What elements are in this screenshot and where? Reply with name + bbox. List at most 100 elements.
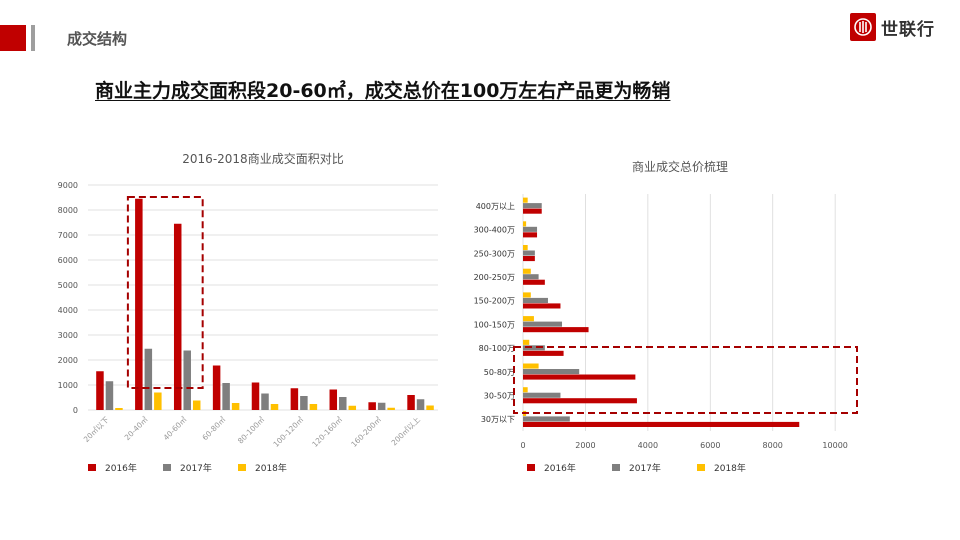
brand-logo: 世联行 (850, 13, 935, 41)
bar (523, 203, 542, 209)
y-tick-label: 8000 (58, 206, 78, 215)
section-title: 成交结构 (67, 30, 128, 48)
x-tick-label: 4000 (638, 441, 658, 450)
total-price-chart: 商业成交总价梳理 0 2000 4000 6000 8000 10000 400万以上 300-… (474, 159, 858, 474)
bar (212, 365, 221, 410)
bar (523, 416, 570, 422)
y-tick-label: 7000 (58, 231, 78, 240)
bar (144, 348, 153, 410)
bar (387, 407, 395, 410)
bar (523, 226, 538, 232)
bar (523, 387, 528, 393)
bar (377, 402, 386, 410)
bar (300, 396, 308, 410)
logo-text: 世联行 (881, 19, 935, 40)
bar (309, 404, 318, 410)
bar (523, 369, 580, 375)
y-tick-label: 100-150万 (474, 320, 515, 329)
bar (523, 350, 564, 356)
bar (523, 327, 589, 333)
x-tick-label: 40-60㎡ (162, 415, 189, 442)
bar (173, 223, 182, 410)
x-tick-label: 8000 (763, 441, 783, 450)
bar (523, 268, 531, 274)
y-tick-label: 1000 (58, 381, 78, 390)
x-tick-label: 0 (520, 441, 525, 450)
bar (290, 388, 299, 410)
bar (339, 397, 347, 410)
bar (523, 345, 545, 351)
x-tick-label: 20㎡以下 (82, 415, 111, 444)
logo-icon (850, 13, 876, 41)
y-tick-label: 0 (73, 406, 78, 415)
bar (523, 297, 548, 303)
bar (329, 389, 338, 410)
legend-swatch (238, 464, 246, 471)
bar (105, 381, 114, 410)
y-tick-label: 9000 (58, 181, 78, 190)
y-tick-label: 200-250万 (474, 273, 515, 282)
bar (192, 400, 201, 410)
bar (523, 316, 534, 322)
bar (523, 363, 539, 369)
bar (270, 404, 279, 410)
y-tick-label: 300-400万 (474, 226, 515, 235)
bar (183, 350, 191, 410)
area-comparison-chart: 2016-2018商业成交面积对比 0 1000 2000 3000 4000 5000 60… (58, 151, 438, 474)
bar (135, 198, 143, 410)
y-tick-label: 400万以上 (476, 202, 515, 211)
x-tick-label: 2000 (575, 441, 595, 450)
bar (523, 398, 637, 404)
bar (523, 274, 539, 280)
legend-label: 2018年 (255, 462, 287, 474)
bar (523, 339, 530, 345)
x-tick-label: 160-200㎡ (349, 415, 383, 449)
bar (348, 405, 357, 410)
y-tick-label: 3000 (58, 331, 78, 340)
bar (523, 208, 542, 214)
bar (96, 371, 104, 410)
legend-swatch (527, 464, 535, 471)
x-tick-label: 20-40㎡ (123, 415, 150, 442)
bar (426, 405, 434, 410)
bar (154, 392, 162, 410)
x-tick-label: 200㎡以上 (390, 415, 423, 448)
legend-swatch (163, 464, 171, 471)
x-tick-label: 80-100㎡ (236, 415, 267, 446)
legend-label: 2016年 (105, 462, 137, 474)
legend-label: 2018年 (714, 462, 746, 474)
y-tick-label: 250-300万 (474, 249, 515, 258)
bar (523, 250, 535, 256)
legend-label: 2017年 (629, 462, 661, 474)
legend-label: 2016年 (544, 462, 576, 474)
bar (523, 421, 800, 427)
accent-bar (0, 25, 26, 51)
accent-divider (31, 25, 35, 51)
bar (523, 392, 561, 398)
highlight-box (513, 346, 858, 414)
chart-title: 2016-2018商业成交面积对比 (182, 151, 343, 166)
bar (523, 245, 528, 251)
bar (523, 221, 527, 227)
legend-label: 2017年 (180, 462, 212, 474)
bar (416, 399, 425, 410)
x-tick-label: 60-80㎡ (200, 415, 227, 442)
bar (523, 292, 531, 298)
bar (523, 256, 535, 262)
y-tick-label: 30万以下 (481, 415, 515, 424)
y-tick-label: 80-100万 (479, 344, 515, 353)
y-tick-label: 5000 (58, 281, 78, 290)
bar (523, 374, 636, 380)
y-tick-label: 6000 (58, 256, 78, 265)
bar (368, 402, 376, 410)
bar (251, 382, 260, 410)
x-tick-label: 100-120㎡ (271, 415, 305, 449)
y-tick-label: 50-80万 (484, 368, 515, 377)
y-tick-label: 2000 (58, 356, 78, 365)
bar (261, 393, 269, 410)
x-tick-label: 6000 (700, 441, 720, 450)
y-tick-label: 150-200万 (474, 297, 515, 306)
bar (523, 321, 563, 327)
bar (407, 395, 415, 410)
x-tick-label: 120-160㎡ (310, 415, 344, 449)
